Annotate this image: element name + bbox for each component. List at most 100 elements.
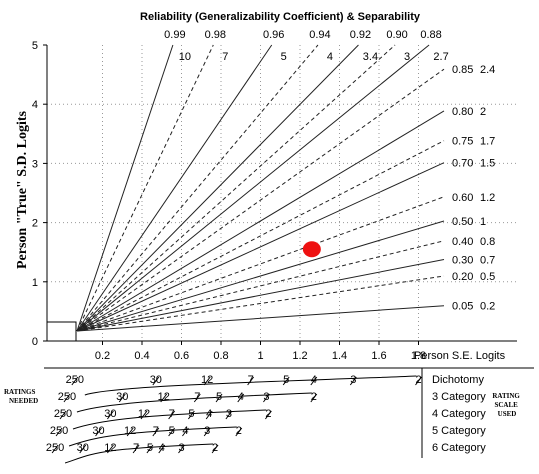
reliability-label: 0.90 [386, 29, 407, 41]
rating-tick [140, 410, 148, 420]
rating-scale-name: 3 Category [432, 391, 486, 403]
ratings-needed-value: 3 [226, 408, 232, 420]
rating-tick [182, 427, 189, 437]
rating-tick [118, 393, 126, 403]
reliability-label: 0.92 [350, 29, 371, 41]
reliability-line-0.99 [76, 44, 174, 332]
ratings-needed-value: 3 [178, 442, 184, 454]
reliability-label: 0.70 [452, 158, 473, 170]
separation-label: 2.4 [480, 64, 495, 76]
rating-tick [158, 444, 166, 454]
origin-box [46, 321, 77, 342]
observation-marker [302, 241, 321, 258]
rating-tick [349, 376, 357, 386]
ratings-needed-value: 5 [216, 391, 222, 403]
separation-label: 10 [179, 51, 191, 63]
ratings-needed-value: 3 [204, 425, 210, 437]
rating-tick [203, 376, 211, 386]
ratings-needed-value: 2 [236, 425, 242, 437]
separation-label: 1 [480, 216, 486, 228]
ratings-needed-value: 7 [248, 374, 254, 386]
ratings-needed-value: 5 [283, 374, 289, 386]
rating-scale-curve [64, 443, 214, 464]
reliability-line-0.60 [76, 196, 445, 332]
x-axis-label: Person S.E. Logits [414, 350, 506, 362]
y-tick-label: 3 [32, 158, 38, 170]
rating-scale-name: 6 Category [432, 442, 486, 454]
x-tick-label: 1 [257, 350, 263, 362]
ratings-needed-value: 250 [46, 442, 64, 454]
ratings-needed-value: 250 [66, 374, 84, 386]
rating-tick [51, 444, 59, 454]
rating-tick [95, 427, 102, 437]
reliability-line-0.85 [76, 68, 445, 332]
rating-tick [247, 376, 255, 386]
rating-scale-name: 5 Category [432, 425, 486, 437]
reliability-line-0.94 [76, 44, 319, 332]
separation-label: 3 [404, 51, 410, 63]
ratings-needed-label: RATINGS NEEDED [4, 388, 38, 405]
ratings-needed-value: 2 [311, 391, 317, 403]
ratings-needed-value: 12 [138, 408, 150, 420]
ratings-needed-value: 4 [159, 442, 165, 454]
ratings-needed-value: 5 [169, 425, 175, 437]
reliability-label: 0.30 [452, 254, 473, 266]
rating-tick [126, 427, 134, 437]
ratings-needed-value: 3 [263, 391, 269, 403]
rating-tick [205, 410, 213, 420]
reliability-line-0.50 [76, 220, 445, 332]
rating-tick [211, 444, 219, 454]
rating-scale-name: 4 Category [432, 408, 486, 420]
separation-label: 2.7 [433, 51, 448, 63]
ratings-needed-value: 30 [104, 408, 116, 420]
x-tick-label: 1.4 [332, 350, 347, 362]
rating-scale-used-label: RATING SCALE USED [492, 392, 521, 418]
ratings-needed-value: 2 [212, 442, 218, 454]
reliability-line-0.88 [76, 44, 430, 332]
rating-tick [263, 393, 270, 403]
reliability-label: 0.75 [452, 136, 473, 148]
rating-tick [55, 427, 63, 437]
reliability-label: 0.96 [263, 29, 284, 41]
rating-tick [107, 444, 114, 454]
ratings-needed-value: 4 [311, 374, 317, 386]
rating-tick [264, 410, 272, 420]
reliability-line-0.70 [76, 162, 445, 332]
reliability-label: 0.40 [452, 236, 473, 248]
reliability-line-0.80 [76, 110, 445, 332]
rating-tick [160, 393, 168, 403]
x-tick-label: 0.6 [174, 350, 189, 362]
rating-tick [225, 410, 233, 420]
ratings-needed-value: 5 [188, 408, 194, 420]
ratings-needed-value: 250 [50, 425, 68, 437]
reliability-line-0.30 [76, 259, 445, 332]
rating-tick [79, 444, 87, 454]
ratings-needed-value: 5 [147, 442, 153, 454]
rating-tick [237, 393, 245, 403]
y-axis-label: Person "True" S.D. Logits [15, 110, 30, 269]
reliability-label: 0.20 [452, 271, 473, 283]
reliability-line-0.96 [76, 44, 273, 332]
reliability-label: 0.05 [452, 301, 473, 313]
reliability-line-0.05 [76, 305, 445, 332]
rating-scale-line-1: RATING [492, 392, 520, 400]
ratings-needed-value: 12 [124, 425, 136, 437]
rating-tick [59, 410, 67, 420]
x-tick-label: 0.4 [134, 350, 149, 362]
x-tick-label: 1.8 [411, 350, 426, 362]
y-tick-label: 2 [32, 218, 38, 230]
reliability-label: 0.98 [205, 29, 226, 41]
separation-label: 0.2 [480, 301, 495, 313]
ratings-needed-value: 30 [116, 391, 128, 403]
rating-tick [71, 376, 79, 386]
rating-tick [63, 393, 71, 403]
separation-label: 4 [327, 51, 333, 63]
rating-scale-curve [68, 426, 237, 447]
reliability-label: 0.88 [420, 29, 441, 41]
separation-label: 3.4 [363, 51, 378, 63]
reliability-label: 0.50 [452, 216, 473, 228]
rating-tick [146, 444, 154, 454]
ratings-needed-value: 30 [92, 425, 104, 437]
